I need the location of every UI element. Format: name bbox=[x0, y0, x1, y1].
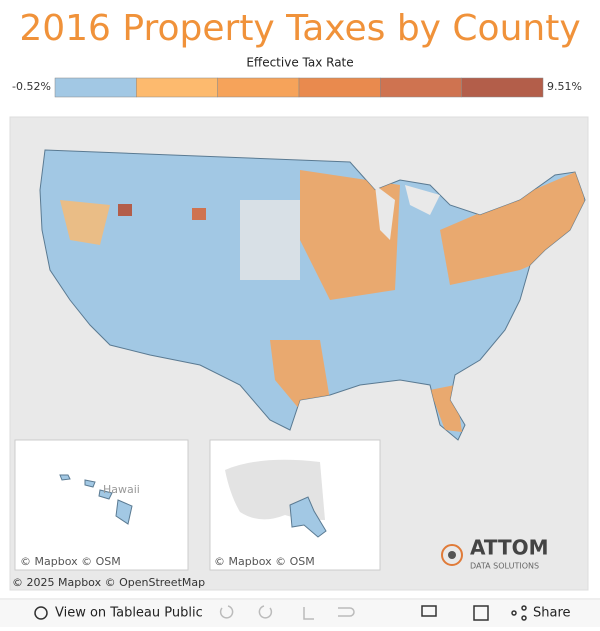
hawaii-label: Hawaii bbox=[103, 483, 140, 496]
toolbar-icons bbox=[219, 605, 355, 620]
legend-swatch bbox=[217, 77, 300, 98]
logo-name: ATTOM bbox=[470, 536, 549, 560]
us-map bbox=[39, 149, 586, 441]
view-label[interactable]: View on Tableau Public bbox=[55, 606, 203, 621]
legend-swatch bbox=[380, 77, 462, 98]
legend-swatch bbox=[54, 77, 137, 98]
legend-min: -0.52% bbox=[12, 80, 51, 93]
view-button[interactable]: View on Tableau Public bbox=[34, 606, 203, 621]
share-button[interactable]: Share bbox=[533, 606, 571, 621]
legend-swatch bbox=[461, 77, 544, 98]
logo: ATTOM DATA SOLUTIONS bbox=[441, 536, 549, 571]
toolbar bbox=[0, 600, 600, 627]
map-attribution: © 2025 Mapbox © OpenStreetMap bbox=[12, 576, 205, 589]
title: 2016 Property Taxes by County bbox=[19, 8, 580, 49]
toolbar-icons[interactable] bbox=[421, 605, 527, 621]
legend-max: 9.51% bbox=[547, 80, 582, 93]
legend-title: Effective Tax Rate bbox=[246, 56, 353, 70]
legend-bar bbox=[54, 77, 544, 98]
hawaii-shape bbox=[59, 474, 133, 525]
hawaii-inset bbox=[14, 439, 189, 571]
logo-tagline: DATA SOLUTIONS bbox=[470, 562, 539, 571]
legend-swatch bbox=[298, 77, 381, 98]
legend-swatch bbox=[136, 77, 218, 98]
alaska-shape bbox=[289, 496, 327, 538]
inset-attribution: © Mapbox © OSM bbox=[214, 555, 315, 568]
inset-attribution: © Mapbox © OSM bbox=[20, 555, 121, 568]
